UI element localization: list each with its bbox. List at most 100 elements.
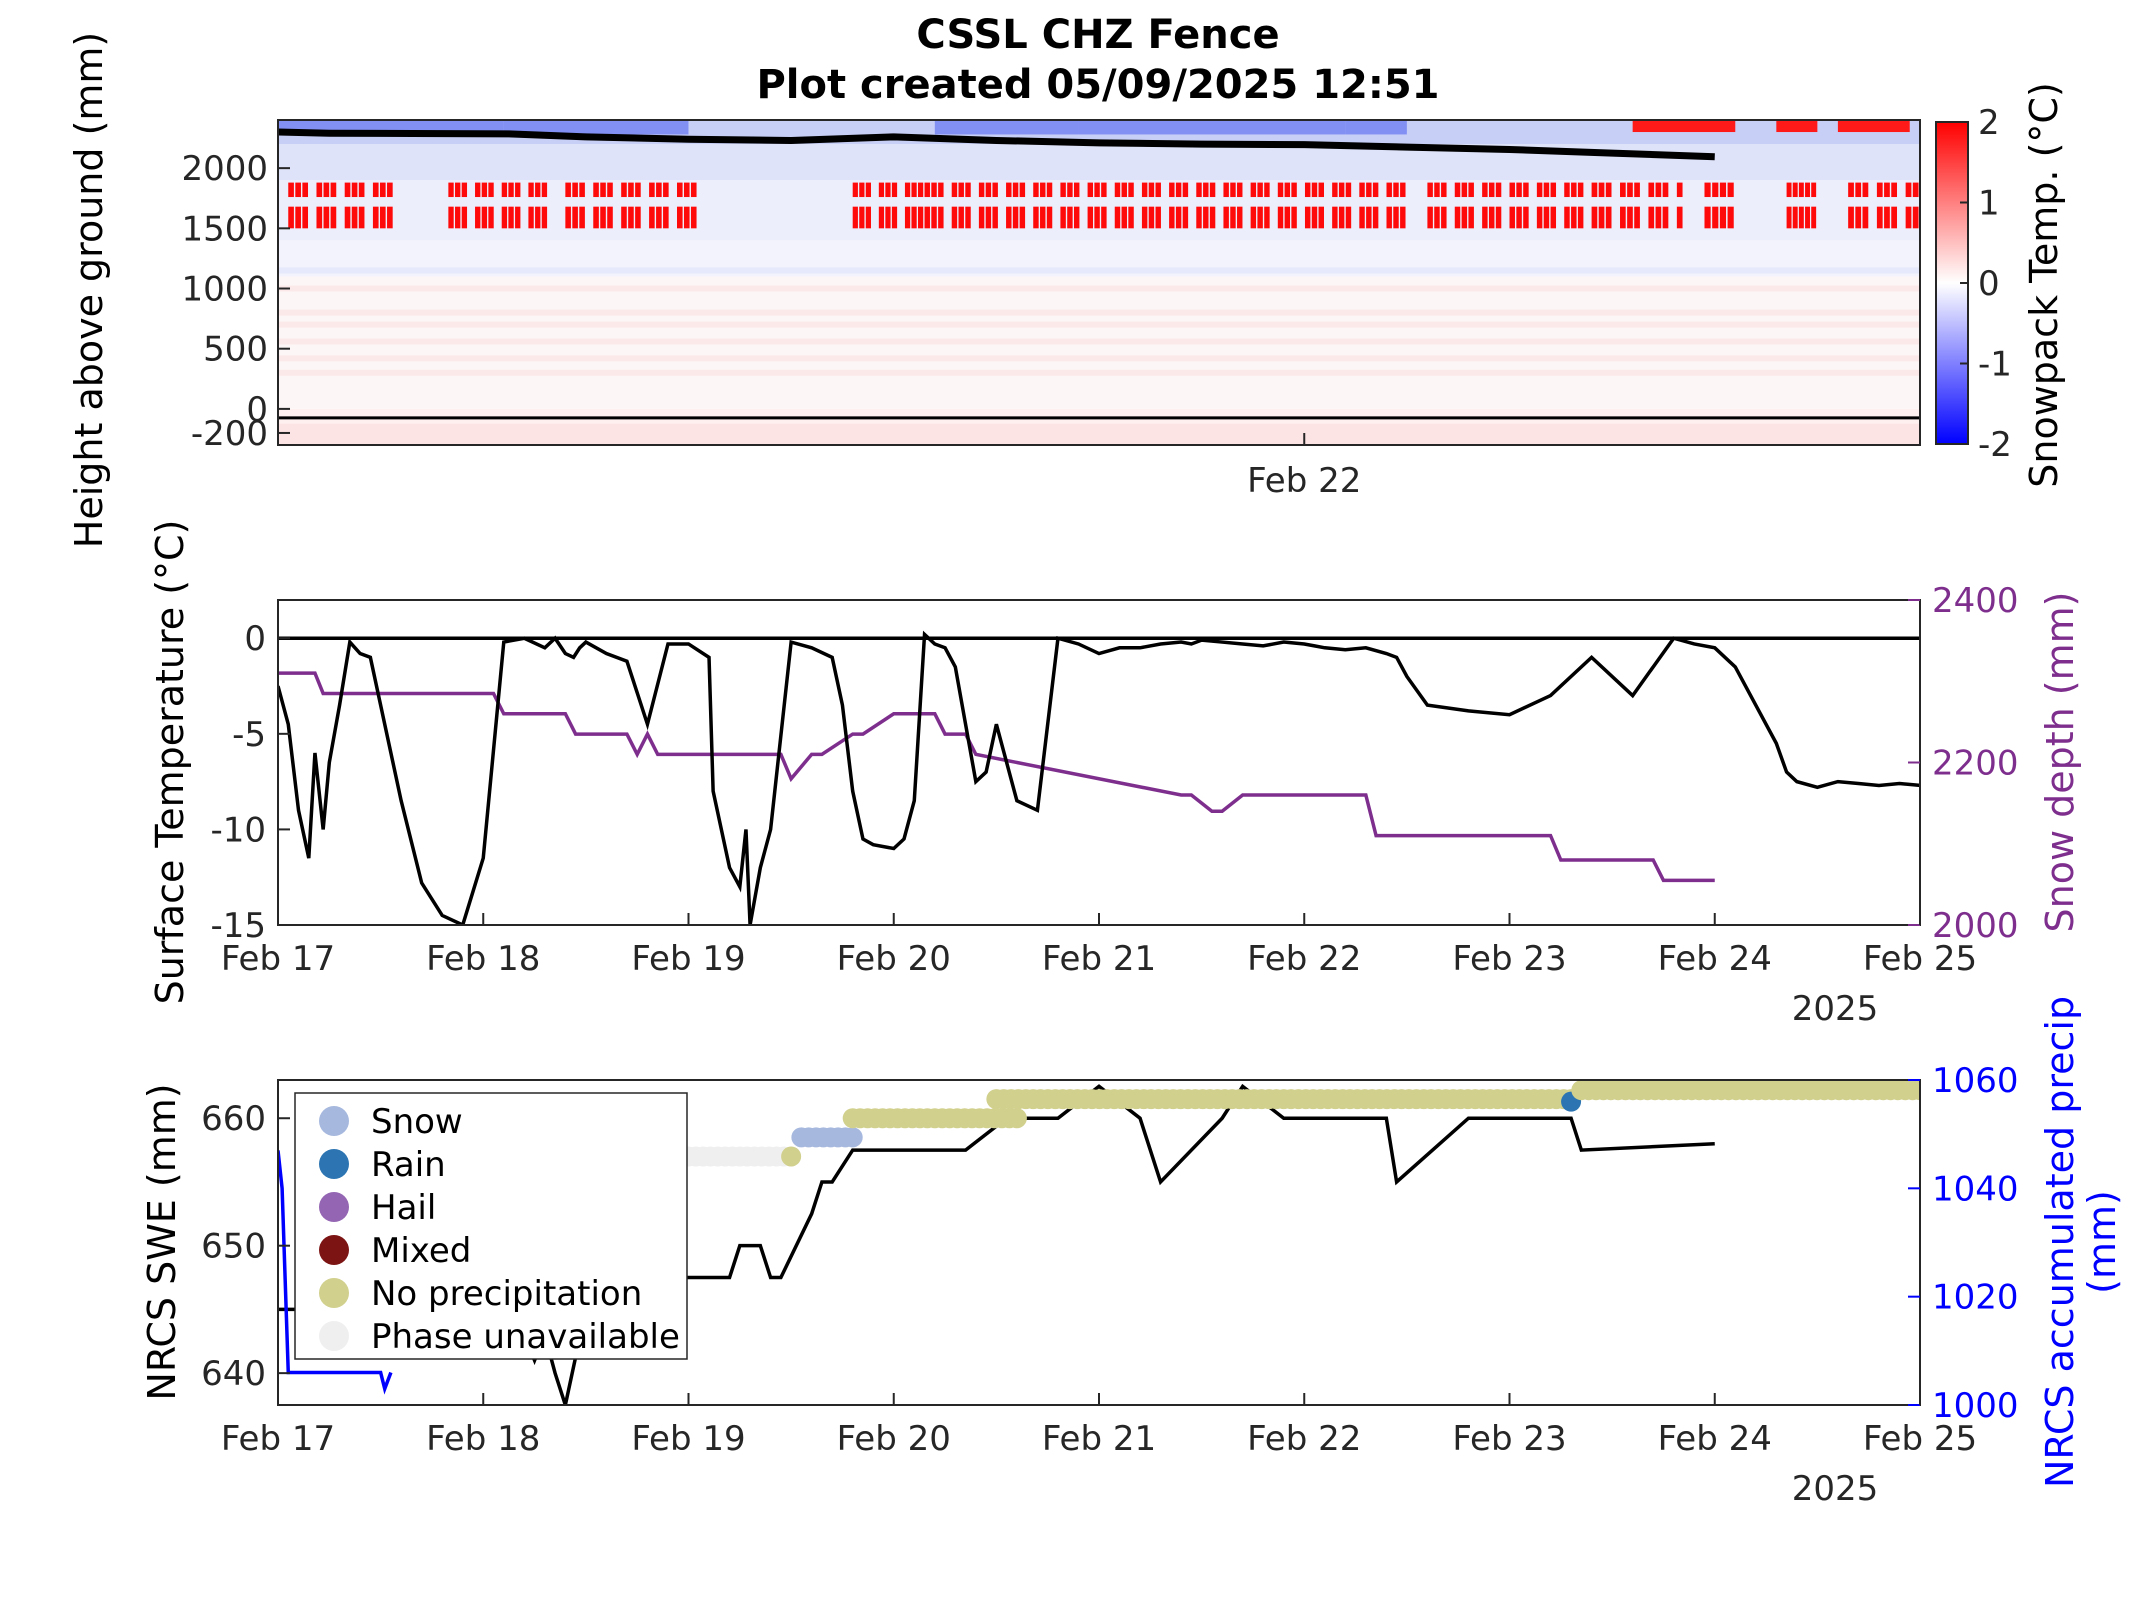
heatmap-warm-cell — [1155, 182, 1161, 198]
heatmap-warm-cell — [1811, 182, 1817, 198]
phase-point — [842, 1127, 863, 1148]
swe-axis-ticks: 640 650 660 1000 1020 1040 1060 Feb 17 Feb 18 Feb… — [201, 1061, 2018, 1459]
heatmap-warm-cell — [1257, 182, 1263, 198]
heatmap-warm-cell — [992, 182, 998, 198]
heatmap-warm-cell — [1719, 182, 1727, 198]
heatmap-warm-cell — [1019, 206, 1026, 229]
heatmap-warm-cell — [1591, 206, 1598, 229]
heatmap-warm-cell — [1223, 182, 1229, 198]
heatmap-warm-cell — [911, 206, 917, 229]
snow-surface-line — [278, 128, 1715, 161]
heatmap-warm-cell — [992, 206, 998, 229]
heatmap-warm-cell — [1291, 182, 1297, 198]
surface-y-tick-label: -15 — [210, 906, 266, 946]
heatmap-warm-cell — [621, 182, 627, 198]
heatmap-warm-cell — [1230, 182, 1236, 198]
heatmap-warm-cell — [1114, 182, 1121, 198]
heatmap-warm-cell — [985, 182, 992, 198]
heatmap-warm-cell — [1372, 206, 1379, 229]
heatmap-stripe — [278, 267, 1920, 274]
heatmap-warm-cell — [1304, 206, 1311, 229]
legend-label: Phase unavailable — [371, 1317, 680, 1357]
heatmap-warm-cell — [488, 182, 494, 198]
heatmap-warm-cell — [1209, 206, 1216, 229]
heatmap-stripe — [278, 355, 1920, 362]
heatmap-warm-cell — [1632, 120, 1736, 133]
heatmap-warm-cell — [1876, 182, 1883, 198]
heatmap-warm-cell — [1591, 182, 1598, 198]
heatmap-warm-cell — [1704, 206, 1711, 229]
legend-marker — [319, 1192, 349, 1222]
heatmap-warm-cell — [1393, 182, 1399, 198]
heatmap-warm-cell — [1876, 206, 1883, 229]
heatmap-warm-cell — [885, 182, 891, 198]
heatmap-warm-cell — [1891, 206, 1898, 229]
heatmap-warm-cell — [475, 206, 481, 229]
precip-y-tick-label: 1060 — [1932, 1061, 2019, 1101]
heatmap-warm-cell — [965, 206, 971, 229]
heatmap-warm-cell — [344, 206, 351, 229]
heatmap-warm-cell — [1121, 206, 1127, 229]
heatmap-warm-cell — [1148, 206, 1155, 229]
heatmap-warm-cell — [316, 206, 323, 229]
heatmap-warm-cell — [593, 206, 599, 229]
phase-point — [781, 1146, 802, 1167]
heatmap-warm-cell — [1067, 182, 1073, 198]
surface-series — [278, 630, 1920, 925]
heatmap-warm-cell — [358, 206, 365, 229]
heatmap-warm-cell — [387, 206, 393, 229]
heatmap-warm-cell — [690, 182, 697, 198]
heatmap-warm-cell — [1488, 182, 1495, 198]
heatmap-cells — [278, 120, 1920, 445]
heatmap-warm-cell — [1598, 206, 1605, 229]
heatmap-warm-cell — [1141, 206, 1148, 229]
precip-ylabel-text: NRCS accumulated precip(mm) — [2038, 996, 2124, 1488]
heatmap-warm-cell — [1862, 206, 1869, 229]
heatmap-warm-cell — [1033, 206, 1039, 229]
heatmap-warm-cell — [1482, 206, 1488, 229]
heatmap-warm-cell — [541, 206, 548, 229]
heatmap-warm-cell — [690, 206, 697, 229]
heatmap-warm-cell — [1704, 182, 1711, 198]
heatmap-warm-cell — [501, 206, 508, 229]
heatmap-warm-cell — [1891, 182, 1898, 198]
heatmap-warm-cell — [1237, 206, 1243, 229]
heatmap-warm-cell — [663, 182, 669, 198]
heatmap-warm-cell — [1311, 206, 1318, 229]
heatmap-warm-cell — [628, 182, 634, 198]
heatmap-warm-cell — [379, 206, 386, 229]
swe-y-tick-label: 660 — [201, 1099, 266, 1139]
heatmap-warm-cell — [1516, 206, 1522, 229]
heatmap-warm-cell — [1359, 206, 1365, 229]
heatmap-warm-cell — [1264, 182, 1270, 198]
heatmap-warm-cell — [1094, 206, 1100, 229]
heatmap-warm-cell — [1884, 182, 1890, 198]
heatmap-warm-cell — [1648, 206, 1655, 229]
surface-temperature-panel: -15 -10 -5 0 2000 2200 2400 Feb 17 Feb 18 Feb 19 F… — [148, 520, 2082, 1029]
heatmap-warm-cell — [1454, 206, 1461, 229]
heatmap-warm-cell — [1264, 206, 1270, 229]
heatmap-warm-cell — [302, 206, 309, 229]
snow-depth-ylabel: Snow depth (mm) — [2038, 592, 2082, 933]
heatmap-warm-cell — [635, 182, 641, 198]
snow-depth-y-tick-label: 2000 — [1932, 906, 2019, 946]
swe-x-tick-label: Feb 17 — [221, 1419, 335, 1459]
heatmap-warm-cell — [455, 206, 461, 229]
heatmap-warm-cell — [1719, 206, 1727, 229]
heatmap-warm-cell — [330, 182, 337, 198]
surface-x-tick-label: Feb 19 — [631, 939, 745, 979]
colorbar-tick-label: -2 — [1978, 425, 2012, 465]
swe-y-tick-label: 650 — [201, 1227, 266, 1267]
heatmap-warm-cell — [683, 206, 690, 229]
heatmap-warm-cell — [1905, 182, 1912, 198]
heatmap-warm-cell — [1182, 206, 1189, 229]
legend-marker — [319, 1149, 349, 1179]
heatmap-warm-cell — [528, 182, 534, 198]
heatmap-warm-cell — [508, 206, 514, 229]
heatmap-warm-cell — [1345, 182, 1352, 198]
heatmap-warm-cell — [1094, 182, 1100, 198]
heatmap-x-tick-label: Feb 22 — [1247, 461, 1361, 501]
heatmap-lines — [278, 128, 1920, 420]
